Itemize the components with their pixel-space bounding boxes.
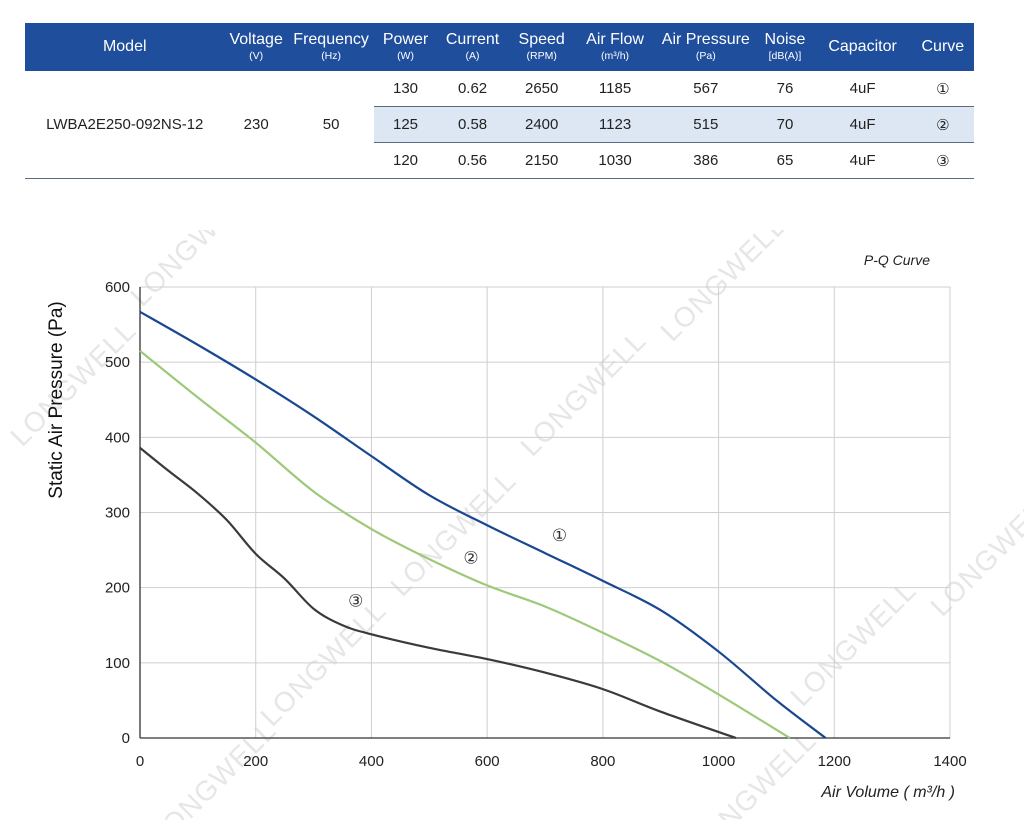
x-tick-label: 1000 (702, 753, 735, 770)
table-header-row: Model Voltage (V) Frequency (Hz) Power (W) … (25, 23, 974, 71)
header-capacitor: Capacitor (813, 23, 912, 71)
cell-curve: ② (911, 106, 974, 143)
watermark-text: LONGWELL (924, 484, 1024, 622)
cell-capacitor: 4uF (813, 71, 912, 107)
header-current: Current (A) (436, 23, 509, 71)
cell-pressure: 567 (655, 71, 757, 107)
x-tick-label: 1200 (818, 753, 851, 770)
y-tick-label: 200 (105, 580, 130, 597)
cell-capacitor: 4uF (813, 106, 912, 143)
cell-current: 0.62 (436, 71, 509, 107)
x-tick-label: 0 (136, 753, 144, 770)
watermark-text: LONGWELL (684, 724, 822, 820)
series-line-2 (139, 350, 791, 739)
y-tick-label: 500 (105, 354, 130, 371)
header-airflow: Air Flow (m³/h) (574, 23, 656, 71)
y-tick-label: 100 (105, 655, 130, 672)
header-air-pressure: Air Pressure (Pa) (655, 23, 757, 71)
cell-current: 0.58 (436, 106, 509, 143)
cell-airflow: 1030 (574, 142, 656, 179)
x-tick-label: 600 (475, 753, 500, 770)
header-noise: Noise [dB(A)] (756, 23, 814, 71)
cell-airflow: 1185 (574, 71, 656, 107)
y-tick-label: 400 (105, 429, 130, 446)
cell-current: 0.56 (436, 142, 509, 179)
series-label-1: ① (552, 526, 567, 546)
cell-power: 130 (374, 71, 437, 107)
cell-curve: ③ (911, 142, 974, 179)
cell-power: 125 (374, 106, 437, 143)
series-line-1 (139, 310, 827, 739)
series-label-2: ② (463, 549, 478, 569)
x-tick-label: 1400 (933, 753, 966, 770)
header-voltage: Voltage (V) (224, 23, 288, 71)
cell-speed: 2400 (508, 106, 575, 143)
header-speed: Speed (RPM) (508, 23, 575, 71)
cell-model: LWBA2E250-092NS-12 (25, 71, 225, 179)
table-row: 120 0.56 2150 1030 386 65 4uF ③ (25, 142, 974, 179)
cell-power: 120 (374, 142, 437, 179)
watermark-text: LONGWELL (654, 230, 792, 347)
cell-frequency: 50 (287, 71, 375, 179)
cell-pressure: 386 (655, 142, 757, 179)
y-axis-title: Static Air Pressure (Pa) (46, 301, 67, 498)
header-power: Power (W) (374, 23, 437, 71)
x-tick-label: 200 (243, 753, 268, 770)
chart-ticks: 0 200 400 600 800 1000 1200 1400 0 100 200 300 400 50… (105, 279, 967, 770)
chart-title: P-Q Curve (864, 252, 930, 268)
y-tick-label: 300 (105, 505, 130, 522)
cell-noise: 65 (756, 142, 814, 179)
spec-table: Model Voltage (V) Frequency (Hz) Power (W) … (25, 23, 974, 179)
header-frequency: Frequency (Hz) (287, 23, 375, 71)
cell-pressure: 515 (655, 106, 757, 143)
cell-capacitor: 4uF (813, 142, 912, 179)
x-tick-label: 800 (590, 753, 615, 770)
chart-grid (139, 286, 951, 739)
cell-speed: 2650 (508, 71, 575, 107)
y-tick-label: 600 (105, 279, 130, 296)
table-row: 125 0.58 2400 1123 515 70 4uF ② (25, 106, 974, 143)
watermark-text: LONGWELL (124, 230, 262, 312)
watermark-text: LONGWELL (514, 324, 652, 462)
series-label-3: ③ (348, 591, 363, 611)
cell-noise: 76 (756, 71, 814, 107)
cell-curve: ① (911, 71, 974, 107)
header-curve: Curve (911, 23, 974, 71)
table-row: LWBA2E250-092NS-12 230 50 130 0.62 2650 … (25, 71, 974, 179)
series-line-3 (139, 447, 737, 740)
x-tick-label: 400 (359, 753, 384, 770)
cell-speed: 2150 (508, 142, 575, 179)
watermark-text: LONGWELL (784, 574, 922, 712)
x-axis-title: Air Volume ( m³/h ) (820, 784, 955, 801)
header-model: Model (25, 23, 225, 71)
cell-voltage: 230 (224, 71, 288, 179)
cell-airflow: 1123 (574, 106, 656, 143)
cell-noise: 70 (756, 106, 814, 143)
y-tick-label: 0 (122, 730, 130, 747)
chart-series: ① ② ③ (139, 310, 827, 740)
